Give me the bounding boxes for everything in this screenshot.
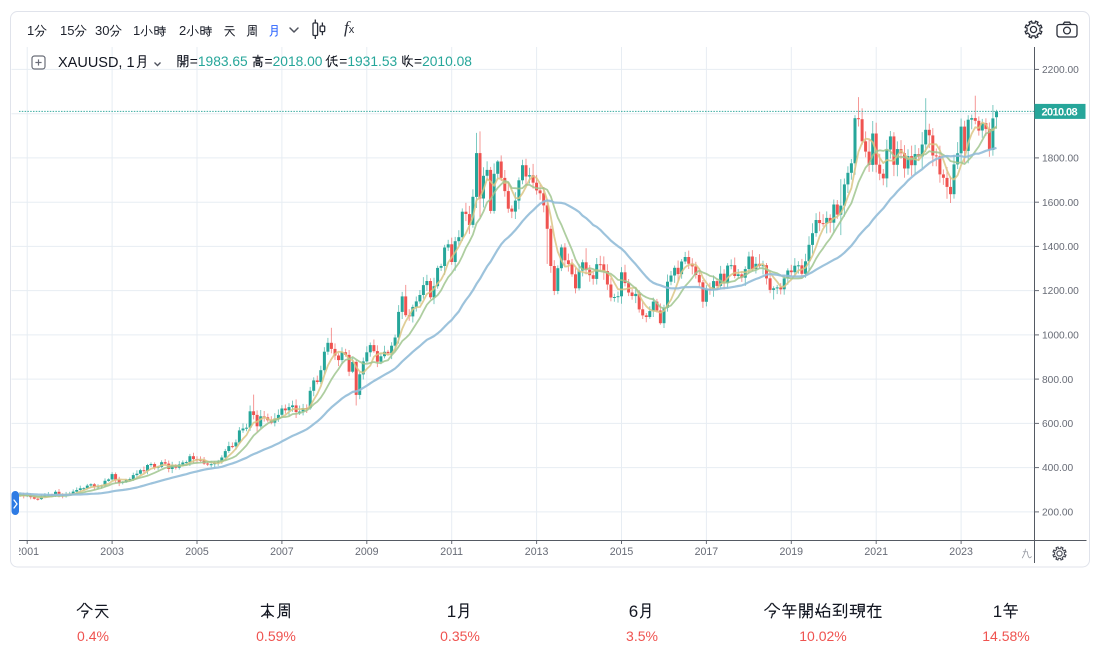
svg-text:1000.00: 1000.00 — [1042, 331, 1079, 342]
svg-text:800.00: 800.00 — [1042, 375, 1073, 386]
svg-text:1400.00: 1400.00 — [1042, 242, 1079, 253]
svg-text:2021: 2021 — [864, 546, 888, 558]
svg-text:600.00: 600.00 — [1042, 419, 1073, 430]
svg-text:2005: 2005 — [185, 546, 209, 558]
svg-text:1200.00: 1200.00 — [1042, 286, 1079, 297]
svg-text:2200.00: 2200.00 — [1042, 65, 1079, 76]
svg-text:2009: 2009 — [355, 546, 379, 558]
svg-text:400.00: 400.00 — [1042, 463, 1073, 474]
svg-text:2013: 2013 — [525, 546, 549, 558]
svg-text:2007: 2007 — [270, 546, 294, 558]
svg-text:1600.00: 1600.00 — [1042, 198, 1079, 209]
svg-text:2003: 2003 — [100, 546, 124, 558]
svg-text:2015: 2015 — [610, 546, 634, 558]
svg-text:2017: 2017 — [695, 546, 719, 558]
svg-text:200.00: 200.00 — [1042, 508, 1073, 519]
svg-text:2001: 2001 — [15, 546, 39, 558]
svg-text:2019: 2019 — [780, 546, 804, 558]
svg-text:2023: 2023 — [949, 546, 973, 558]
svg-text:1800.00: 1800.00 — [1042, 154, 1079, 165]
svg-text:2011: 2011 — [440, 546, 463, 558]
svg-text:2010.08: 2010.08 — [1042, 106, 1078, 118]
